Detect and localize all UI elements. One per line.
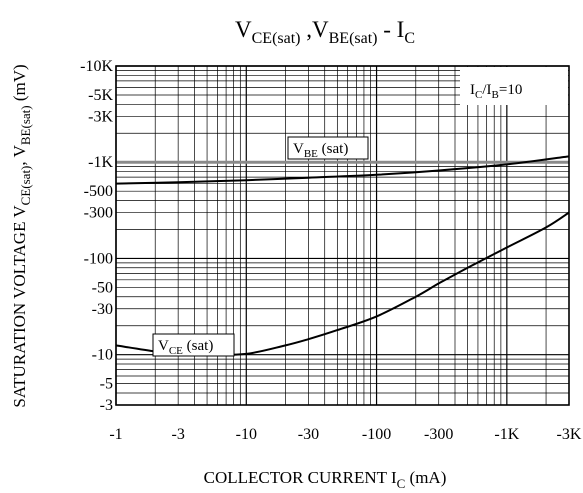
vbe-label-box (287, 136, 369, 160)
vbe-label: VBE (sat) (293, 141, 348, 160)
y-tick-label: -30 (92, 301, 113, 318)
vce-label: VCE (sat) (158, 338, 213, 357)
x-tick-label: -1K (494, 426, 519, 443)
y-tick-label: -3K (88, 108, 113, 125)
x-tick-label: -300 (424, 426, 453, 443)
y-tick-label: -10 (92, 347, 113, 364)
x-tick-label: -3 (171, 426, 184, 443)
x-tick-label: -100 (362, 426, 391, 443)
x-tick-label: -1 (109, 426, 122, 443)
x-tick-labels: -1 -3 -10 -30 -100 -300 -1K -3K (109, 426, 582, 443)
y-axis-label: SATURATION VOLTAGE VCE(sat), VBE(sat) (m… (10, 64, 33, 407)
x-tick-label: -3K (557, 426, 582, 443)
x-axis-label: COLLECTOR CURRENT IC (mA) (204, 468, 447, 491)
y-tick-label: -300 (84, 205, 113, 222)
y-tick-label: -500 (84, 183, 113, 200)
y-tick-label: -3 (100, 397, 113, 414)
y-tick-label: -1K (88, 154, 113, 171)
x-tick-label: -10 (236, 426, 257, 443)
y-tick-label: -5K (88, 87, 113, 104)
x-tick-label: -30 (298, 426, 319, 443)
vce-label-box (152, 333, 235, 357)
y-tick-label: -10K (80, 58, 113, 75)
y-tick-label: -50 (92, 279, 113, 296)
vbe-curve (115, 155, 570, 185)
y-tick-labels: -3 -5 -10 -30 -50 -100 -300 -500 -1K -3K -5K -10K (80, 58, 113, 414)
y-tick-label: -5 (100, 376, 113, 393)
y-tick-label: -100 (84, 250, 113, 267)
condition-box (460, 67, 568, 105)
chart-title: VCE(sat) ,VBE(sat) - IC (235, 17, 415, 47)
condition-label: IC/IB=10 (470, 82, 522, 101)
grid (115, 65, 570, 406)
plot-frame (115, 65, 570, 406)
